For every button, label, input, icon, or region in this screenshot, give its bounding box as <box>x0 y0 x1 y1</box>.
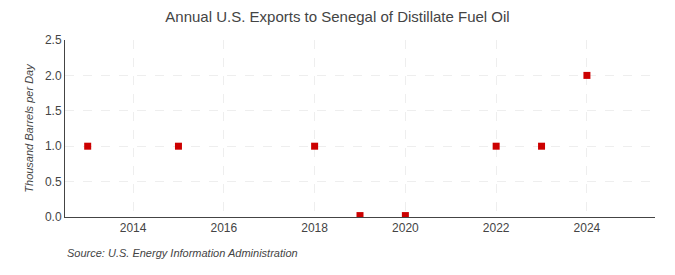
svg-text:2018: 2018 <box>301 221 328 235</box>
svg-text:1.5: 1.5 <box>45 104 62 118</box>
svg-text:0.5: 0.5 <box>45 175 62 189</box>
svg-text:2.0: 2.0 <box>45 69 62 83</box>
svg-text:2.5: 2.5 <box>45 33 62 47</box>
svg-text:0.0: 0.0 <box>45 210 62 224</box>
svg-text:2022: 2022 <box>483 221 510 235</box>
svg-text:2020: 2020 <box>392 221 419 235</box>
svg-text:1.0: 1.0 <box>45 139 62 153</box>
svg-text:2014: 2014 <box>120 221 147 235</box>
svg-text:2024: 2024 <box>574 221 601 235</box>
svg-text:Thousand Barrels per Day: Thousand Barrels per Day <box>23 63 35 193</box>
svg-text:Annual U.S. Exports to Senegal: Annual U.S. Exports to Senegal of Distil… <box>165 8 509 25</box>
svg-text:2016: 2016 <box>210 221 237 235</box>
svg-text:Source: U.S. Energy Informatio: Source: U.S. Energy Information Administ… <box>67 247 298 259</box>
